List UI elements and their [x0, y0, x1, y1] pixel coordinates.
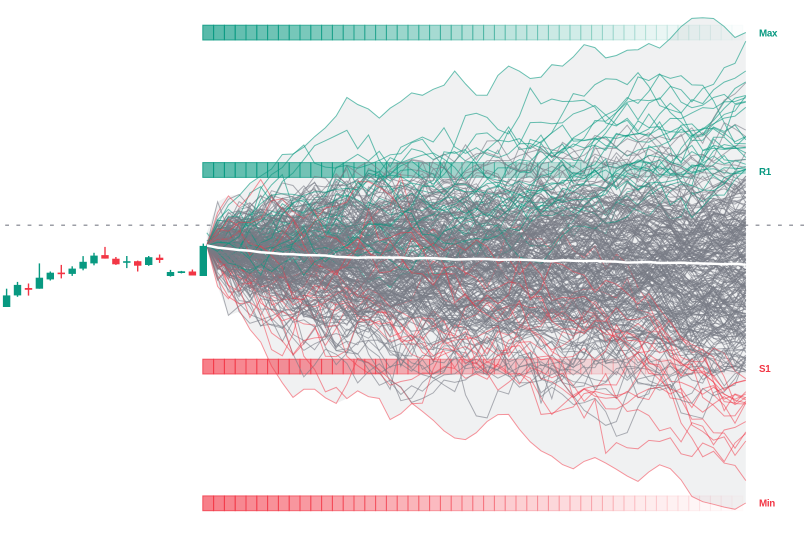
svg-text:R1: R1 [759, 167, 772, 178]
svg-text:Max: Max [759, 28, 778, 39]
svg-text:Min: Min [759, 499, 775, 510]
svg-text:S1: S1 [759, 364, 771, 375]
